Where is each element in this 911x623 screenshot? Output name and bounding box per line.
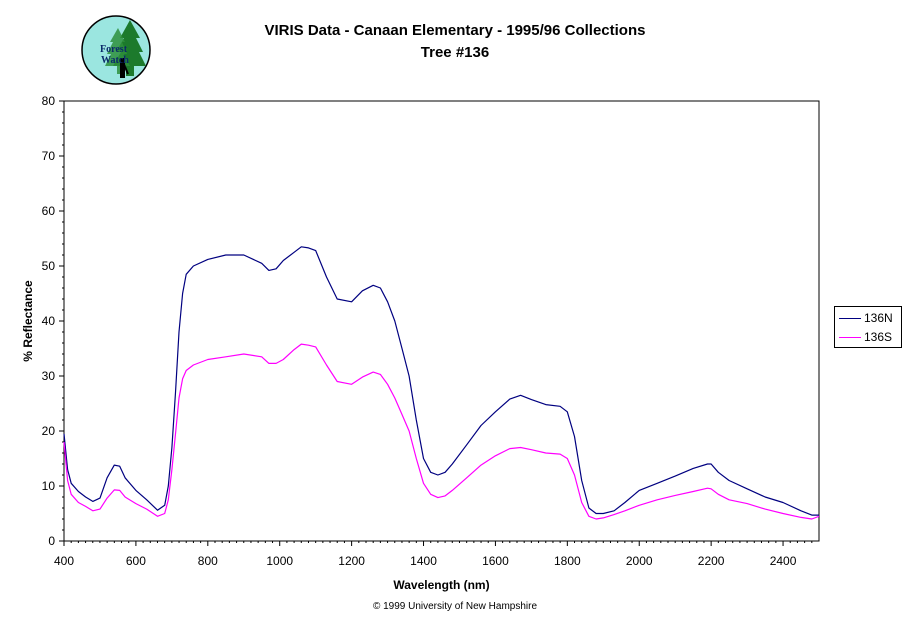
x-tick-label: 400 (54, 554, 74, 568)
x-axis-label: Wavelength (nm) (393, 578, 489, 592)
x-tick-label: 2200 (698, 554, 725, 568)
forest-watch-logo: Forest Watch (80, 14, 152, 86)
x-tick-label: 1800 (554, 554, 581, 568)
logo-text-line1: Forest (100, 44, 128, 55)
series-line-136S (63, 343, 820, 520)
legend-label-136N: 136N (864, 311, 893, 325)
y-tick-label: 60 (42, 204, 56, 218)
x-tick-label: 600 (126, 554, 146, 568)
y-axis-label: % Reflectance (21, 280, 35, 362)
forest-watch-logo-graphic: Forest Watch (81, 15, 151, 85)
y-tick-label: 0 (48, 534, 55, 548)
y-tick-label: 40 (42, 314, 56, 328)
legend-item-136N: 136N (839, 310, 893, 326)
chart-legend: 136N 136S (834, 306, 902, 348)
chart-subtitle: Tree #136 (420, 44, 490, 61)
y-tick-label: 30 (42, 369, 56, 383)
y-tick-label: 50 (42, 259, 56, 273)
y-tick-label: 70 (42, 149, 56, 163)
x-tick-label: 1200 (338, 554, 365, 568)
plot-area (63, 100, 820, 542)
x-tick-label: 1600 (482, 554, 509, 568)
logo-text-line2: Watch (101, 55, 129, 66)
series-line-136N (63, 246, 819, 516)
x-tick-label: 1400 (410, 554, 437, 568)
legend-item-136S: 136S (839, 329, 892, 345)
y-tick-label: 80 (42, 94, 56, 108)
x-tick-label: 1000 (266, 554, 293, 568)
x-tick-label: 800 (198, 554, 218, 568)
legend-swatch-136N (839, 317, 861, 319)
x-tick-label: 2000 (626, 554, 653, 568)
y-tick-label: 20 (42, 424, 56, 438)
chart-title: VIRIS Data - Canaan Elementary - 1995/96… (264, 22, 646, 39)
legend-swatch-136S (839, 336, 861, 338)
legend-label-136S: 136S (864, 330, 893, 344)
y-tick-label: 10 (42, 479, 56, 493)
copyright-notice: © 1999 University of New Hampshire (372, 601, 538, 612)
x-tick-label: 2400 (770, 554, 797, 568)
